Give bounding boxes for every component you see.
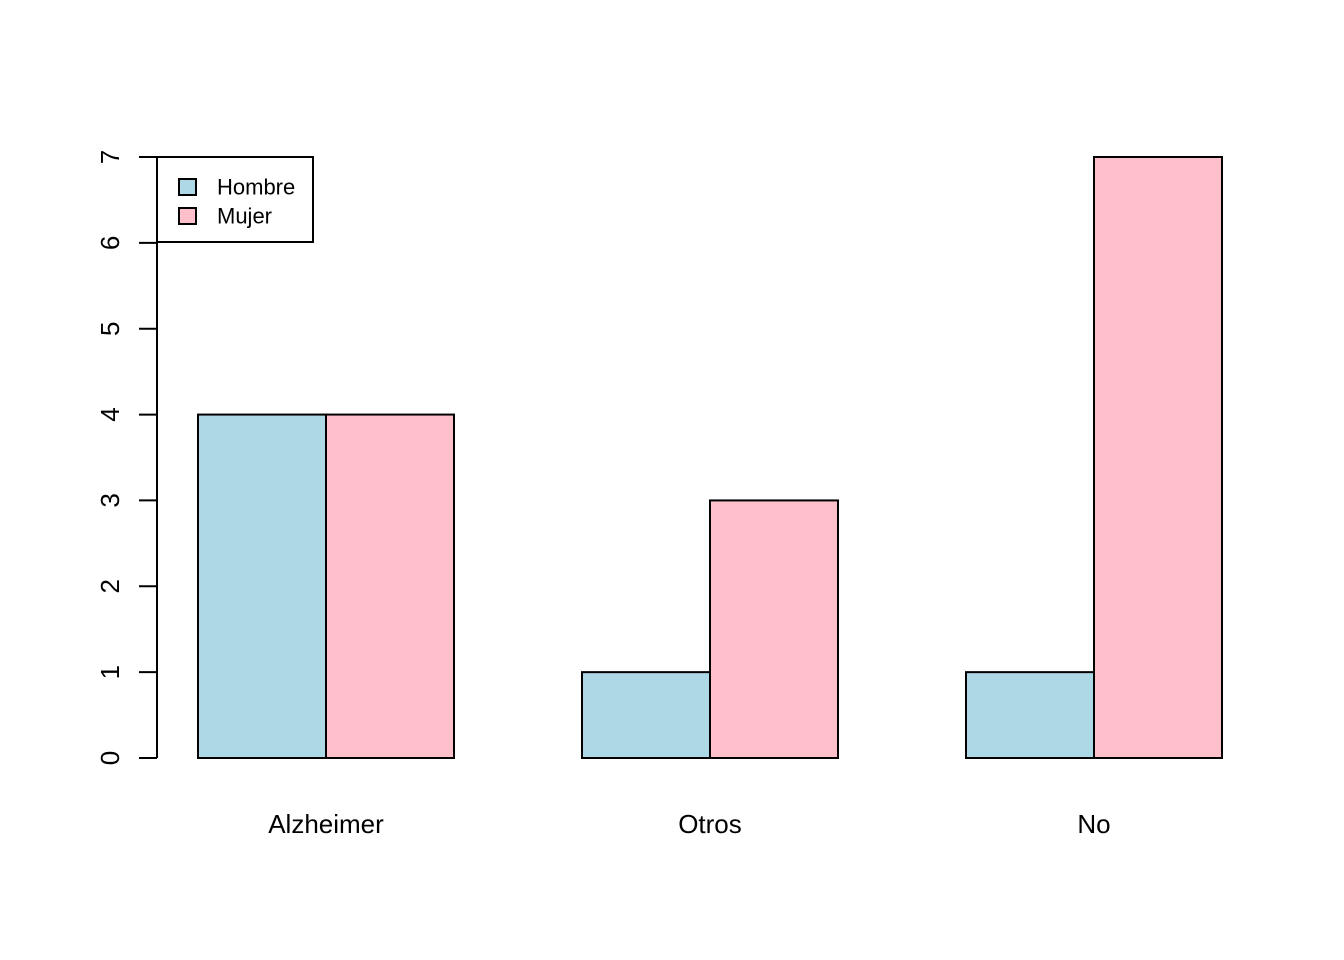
y-tick-label: 5 (95, 321, 125, 335)
y-tick-label: 1 (95, 665, 125, 679)
x-tick-label: Alzheimer (268, 809, 384, 839)
bar-otros-hombre (581, 671, 711, 760)
bar-no-hombre (965, 671, 1095, 760)
x-axis-labels: Alzheimer Otros No (268, 809, 1110, 839)
legend-swatch-mujer (178, 207, 197, 225)
x-tick-label: Otros (678, 809, 742, 839)
bar-no-mujer (1093, 156, 1223, 759)
legend-box (156, 156, 314, 243)
y-tick-label: 6 (95, 236, 125, 250)
x-tick-label: No (1077, 809, 1110, 839)
legend-label-hombre: Hombre (217, 175, 295, 200)
y-tick-label: 3 (95, 493, 125, 507)
y-tick-label: 0 (95, 751, 125, 765)
bars-group (197, 156, 1223, 760)
legend: Hombre Mujer (156, 156, 314, 243)
y-tick-label: 4 (95, 407, 125, 421)
legend-swatch-hombre (178, 178, 197, 196)
y-axis: 0 1 2 3 4 5 6 7 (95, 150, 158, 765)
y-tick-label: 7 (95, 150, 125, 164)
bar-alzheimer-hombre (197, 413, 327, 759)
bar-otros-mujer (709, 499, 839, 759)
legend-label-mujer: Mujer (217, 204, 272, 229)
bar-alzheimer-mujer (325, 413, 455, 759)
y-tick-label: 2 (95, 579, 125, 593)
